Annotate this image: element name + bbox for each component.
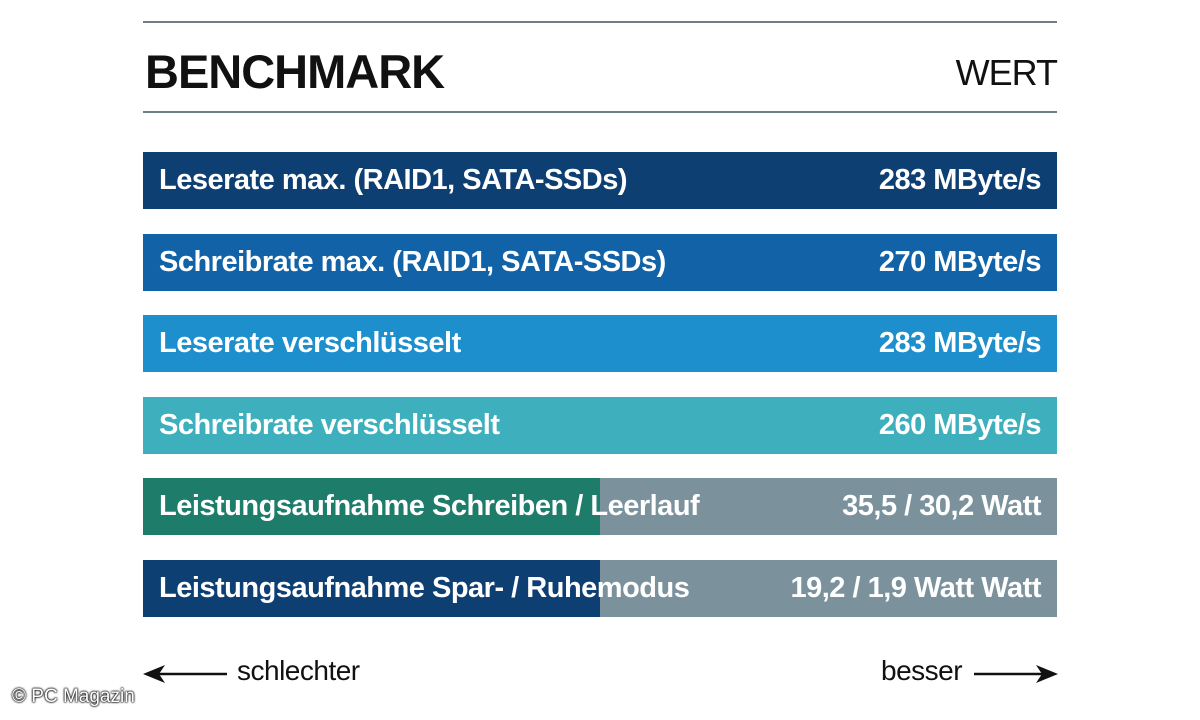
bar-fill [143, 315, 1057, 372]
value-column-heading: WERT [955, 52, 1058, 93]
bar-row: Leserate max. (RAID1, SATA-SSDs) 283 MByt… [143, 152, 1057, 209]
bar-row: Schreibrate verschlüsselt 260 MByte/s [143, 397, 1057, 454]
left-arrow-icon [143, 665, 227, 683]
bar-value: 19,2 / 1,9 Watt Watt [790, 572, 1041, 604]
bar-value: 270 MByte/s [878, 246, 1042, 278]
top-rule [143, 21, 1057, 23]
bar-value: 260 MByte/s [878, 409, 1042, 441]
bar-row: Leserate verschlüsselt 283 MByte/s [143, 315, 1057, 372]
bar-label: Schreibrate verschlüsselt [159, 409, 500, 441]
bar-label: Schreibrate max. (RAID1, SATA-SSDs) [159, 246, 666, 278]
bar-value: 35,5 / 30,2 Watt [842, 490, 1041, 522]
right-arrow-icon [974, 665, 1058, 683]
bar-row: Leistungsaufnahme Spar- / Ruhemodus 19,2 … [143, 560, 1057, 617]
bar-label: Leistungsaufnahme Spar- / Ruhemodus [159, 572, 690, 604]
bar-fill [143, 478, 600, 535]
bar-fill [143, 560, 600, 617]
bar-value: 283 MByte/s [878, 164, 1042, 196]
copyright-watermark: © PC Magazin [12, 686, 135, 707]
bar-fill [143, 234, 1057, 291]
bar-fill [143, 152, 1057, 209]
worse-label: schlechter [237, 655, 360, 686]
bar-value: 283 MByte/s [878, 327, 1042, 359]
better-label: besser [881, 655, 963, 686]
bar-fill [143, 397, 1057, 454]
bar-label: Leserate max. (RAID1, SATA-SSDs) [159, 164, 628, 196]
chart-title: BENCHMARK [145, 45, 445, 98]
bar-label: Leistungsaufnahme Schreiben / Leerlauf [159, 490, 700, 522]
bar-row: Schreibrate max. (RAID1, SATA-SSDs) 270 M… [143, 234, 1057, 291]
bar-label: Leserate verschlüsselt [159, 327, 461, 359]
header-rule [143, 111, 1057, 113]
bar-row: Leistungsaufnahme Schreiben / Leerlauf 35… [143, 478, 1057, 535]
